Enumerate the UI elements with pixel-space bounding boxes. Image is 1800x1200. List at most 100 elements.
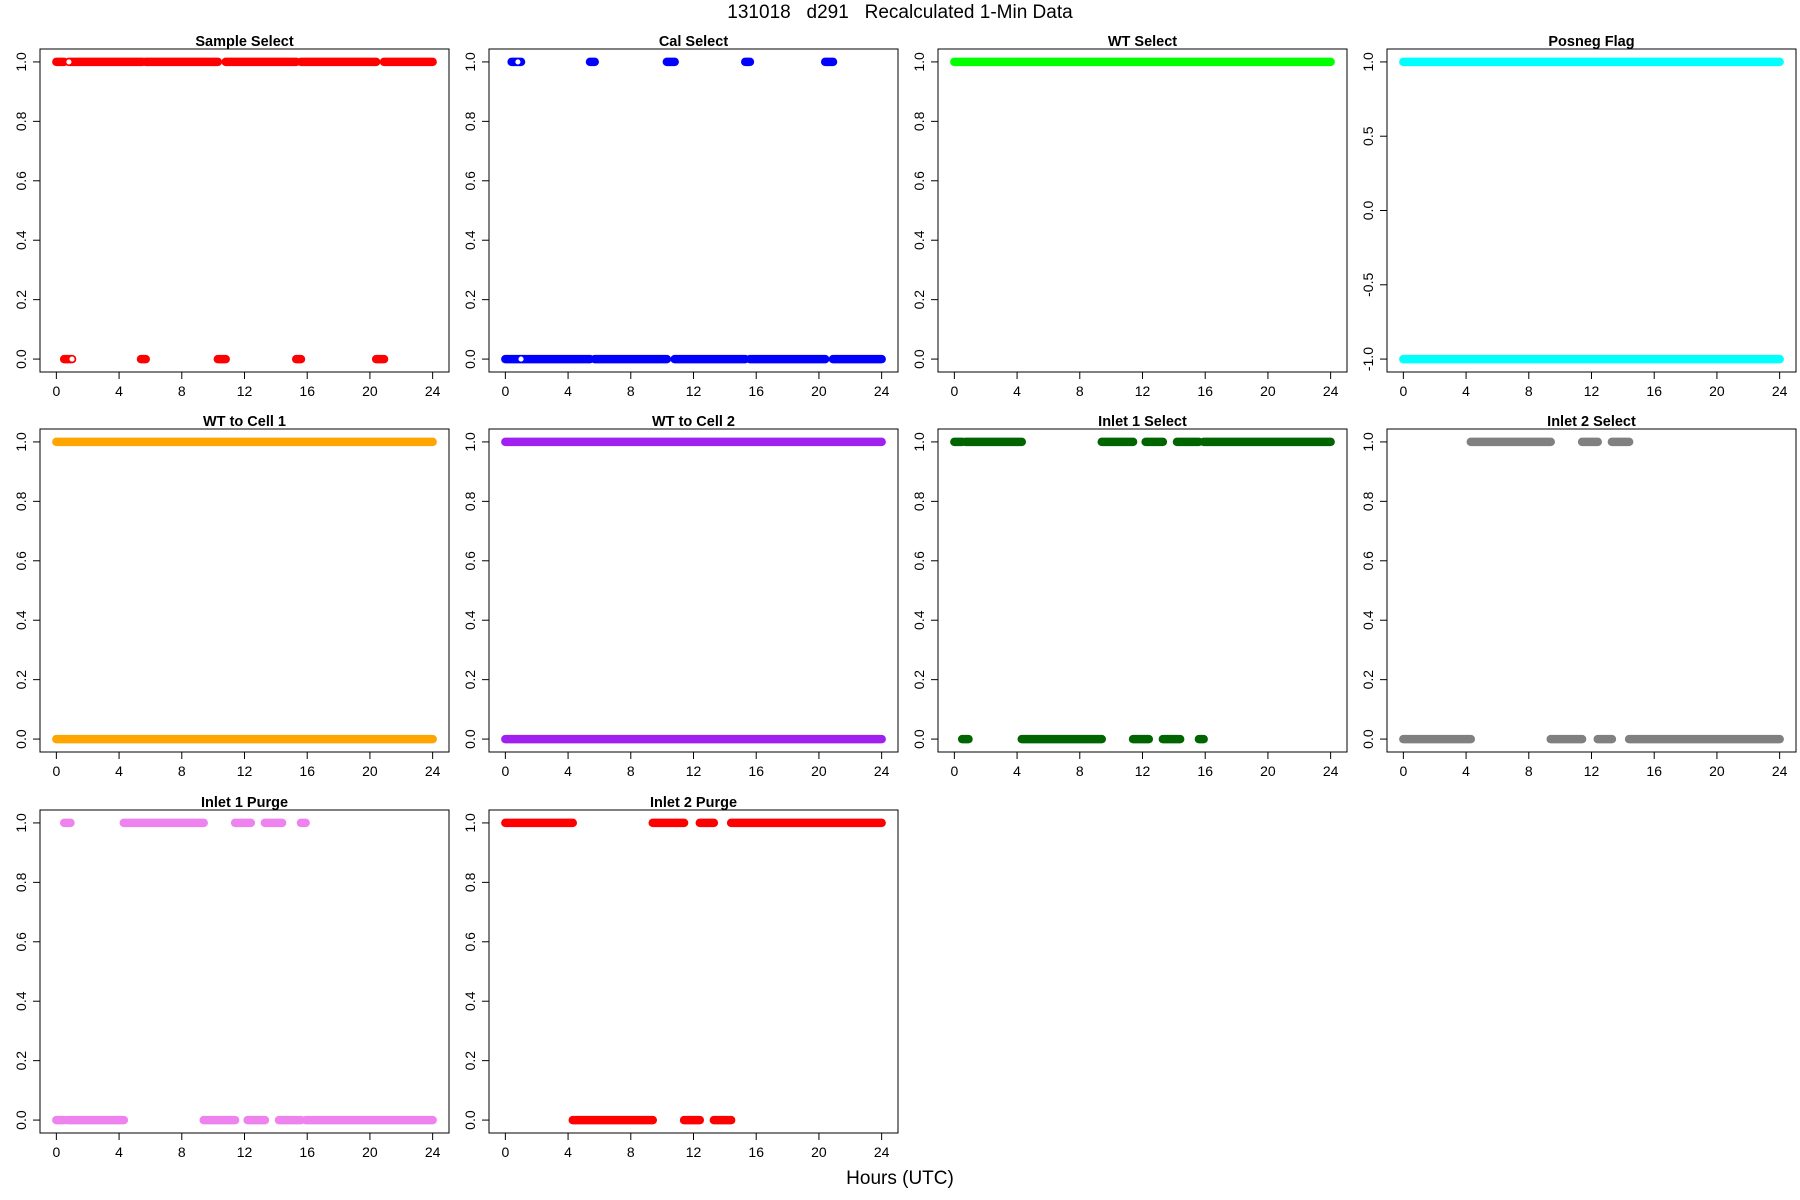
x-axis-caption: Hours (UTC): [846, 1168, 954, 1189]
wt-to-cell-2-x-tick-label: 24: [874, 763, 890, 779]
inlet-2-purge-x-tick-label: 0: [501, 1144, 509, 1160]
wt-to-cell-2-y-tick-label: 0.6: [462, 551, 478, 571]
inlet-1-purge-y-tick-label: 0.0: [13, 1110, 29, 1130]
sample-select-x-tick-label: 12: [237, 383, 253, 399]
wt-to-cell-1-x-tick-label: 8: [178, 763, 186, 779]
inlet-1-select-panel: Inlet 1 Select 0 4 8 12 16 20 24 0.0 0.2 0.4 0.6 0.8…: [911, 414, 1348, 779]
inlet-2-select-x-tick-label: 12: [1584, 763, 1600, 779]
sample-select-x-tick-label: 16: [299, 383, 315, 399]
wt-select-x-tick-label: 8: [1076, 383, 1084, 399]
inlet-2-purge-y-tick-label: 0.2: [462, 1051, 478, 1071]
sample-select-panel: Sample Select 0 4 8 12 16 20 24 0.0 0.2 0.4 0.6 0.8 1…: [13, 34, 450, 399]
cal-select-y-tick-label: 0.2: [462, 290, 478, 310]
inlet-1-select-x-tick-label: 20: [1260, 763, 1276, 779]
wt-to-cell-2-x-tick-label: 16: [748, 763, 764, 779]
wt-to-cell-2-x-tick-label: 8: [627, 763, 635, 779]
inlet-1-select-y-tick-label: 0.8: [911, 491, 927, 511]
cal-select-y-tick-label: 1.0: [462, 52, 478, 72]
wt-to-cell-2-x-tick-label: 20: [811, 763, 827, 779]
wt-to-cell-1-x-tick-label: 16: [299, 763, 315, 779]
posneg-flag-x-tick-label: 20: [1709, 383, 1725, 399]
inlet-1-select-x-tick-label: 16: [1197, 763, 1213, 779]
inlet-1-select-x-tick-label: 4: [1013, 763, 1021, 779]
inlet-2-select-y-tick-label: 1.0: [1360, 432, 1376, 452]
wt-to-cell-1-y-tick-label: 0.4: [13, 610, 29, 630]
inlet-2-select-y-tick-label: 0.0: [1360, 729, 1376, 749]
sample-select-y-tick-label: 0.2: [13, 290, 29, 310]
cal-select-y-tick-label: 0.4: [462, 230, 478, 250]
sample-select-y-tick-label: 0.8: [13, 111, 29, 131]
sample-select-frame: [39, 48, 450, 373]
wt-select-y-tick-label: 1.0: [911, 52, 927, 72]
inlet-2-select-y-tick-label: 0.8: [1360, 491, 1376, 511]
posneg-flag-x-tick-label: 8: [1525, 383, 1533, 399]
inlet-1-purge-frame: [39, 809, 450, 1134]
posneg-flag-y-tick-label: 0.0: [1360, 201, 1376, 221]
inlet-2-select-x-tick-label: 24: [1772, 763, 1788, 779]
sample-select-open-point-1: [68, 355, 76, 363]
wt-to-cell-1-y-tick-label: 1.0: [13, 432, 29, 452]
posneg-flag-y-tick-label: 0.5: [1360, 126, 1376, 146]
wt-to-cell-2-panel: WT to Cell 2 0 4 8 12 16 20 24 0.0 0.2 0.4 0.6 0.8 1.…: [462, 414, 899, 779]
inlet-2-purge-y-tick-label: 0.0: [462, 1110, 478, 1130]
cal-select-x-tick-label: 24: [874, 383, 890, 399]
wt-select-frame: [937, 48, 1348, 373]
sample-select-x-tick-label: 24: [425, 383, 441, 399]
cal-select-x-tick-label: 20: [811, 383, 827, 399]
wt-to-cell-2-y-tick-label: 0.0: [462, 729, 478, 749]
inlet-2-purge-x-tick-label: 4: [564, 1144, 572, 1160]
inlet-2-select-y-tick-label: 0.4: [1360, 610, 1376, 630]
sample-select-y-tick-label: 1.0: [13, 52, 29, 72]
posneg-flag-frame: [1386, 48, 1797, 373]
inlet-2-purge-frame: [488, 809, 899, 1134]
inlet-2-select-x-tick-label: 0: [1399, 763, 1407, 779]
inlet-1-select-x-tick-label: 24: [1323, 763, 1339, 779]
wt-to-cell-2-x-tick-label: 12: [686, 763, 702, 779]
inlet-1-purge-panel: Inlet 1 Purge 0 4 8 12 16 20 24 0.0 0.2 0.4 0.6 0.8 1…: [13, 795, 450, 1160]
sample-select-x-tick-label: 8: [178, 383, 186, 399]
wt-to-cell-1-x-tick-label: 0: [52, 763, 60, 779]
cal-select-y-tick-label: 0.8: [462, 111, 478, 131]
inlet-2-select-panel: Inlet 2 Select 0 4 8 12 16 20 24 0.0 0.2 0.4 0.6 0.8…: [1360, 414, 1797, 779]
sample-select-title: Sample Select: [195, 34, 293, 50]
posneg-flag-title: Posneg Flag: [1548, 34, 1634, 50]
wt-to-cell-2-y-tick-label: 0.4: [462, 610, 478, 630]
posneg-flag-x-tick-label: 4: [1462, 383, 1470, 399]
posneg-flag-y-tick-label: -1.0: [1360, 347, 1376, 371]
posneg-flag-x-tick-label: 24: [1772, 383, 1788, 399]
wt-select-y-tick-label: 0.0: [911, 349, 927, 369]
inlet-2-purge-y-tick-label: 0.6: [462, 932, 478, 952]
sample-select-y-tick-label: 0.0: [13, 349, 29, 369]
inlet-1-purge-x-tick-label: 20: [362, 1144, 378, 1160]
cal-select-panel: Cal Select 0 4 8 12 16 20 24 0.0 0.2 0.4 0.6 0.8 1.0: [462, 34, 899, 399]
inlet-1-purge-x-tick-label: 4: [115, 1144, 123, 1160]
wt-select-y-tick-label: 0.6: [911, 171, 927, 191]
inlet-2-purge-y-tick-label: 1.0: [462, 813, 478, 833]
cal-select-title: Cal Select: [659, 34, 728, 50]
inlet-2-select-y-tick-label: 0.6: [1360, 551, 1376, 571]
inlet-2-purge-x-tick-label: 12: [686, 1144, 702, 1160]
wt-to-cell-1-x-tick-label: 20: [362, 763, 378, 779]
posneg-flag-x-tick-label: 0: [1399, 383, 1407, 399]
inlet-1-select-y-tick-label: 1.0: [911, 432, 927, 452]
inlet-1-purge-y-tick-label: 0.4: [13, 991, 29, 1011]
inlet-1-purge-y-tick-label: 0.6: [13, 932, 29, 952]
wt-to-cell-1-y-tick-label: 0.8: [13, 491, 29, 511]
wt-to-cell-1-title: WT to Cell 1: [203, 414, 286, 430]
wt-select-panel: WT Select 0 4 8 12 16 20 24 0.0 0.2 0.4 0.6 0.8 1.0: [911, 34, 1348, 399]
inlet-1-purge-x-tick-label: 16: [299, 1144, 315, 1160]
inlet-2-select-x-tick-label: 4: [1462, 763, 1470, 779]
wt-to-cell-2-y-tick-label: 1.0: [462, 432, 478, 452]
inlet-2-select-x-tick-label: 16: [1646, 763, 1662, 779]
sample-select-open-point-0: [65, 58, 73, 66]
inlet-1-select-x-tick-label: 0: [950, 763, 958, 779]
inlet-2-select-title: Inlet 2 Select: [1547, 414, 1636, 430]
wt-to-cell-1-panel: WT to Cell 1 0 4 8 12 16 20 24 0.0 0.2 0.4 0.6 0.8 1.…: [13, 414, 450, 779]
wt-select-x-tick-label: 16: [1197, 383, 1213, 399]
inlet-1-select-y-tick-label: 0.2: [911, 670, 927, 690]
wt-to-cell-1-x-tick-label: 4: [115, 763, 123, 779]
sample-select-x-tick-label: 0: [52, 383, 60, 399]
inlet-1-purge-x-tick-label: 24: [425, 1144, 441, 1160]
inlet-2-purge-y-tick-label: 0.8: [462, 872, 478, 892]
